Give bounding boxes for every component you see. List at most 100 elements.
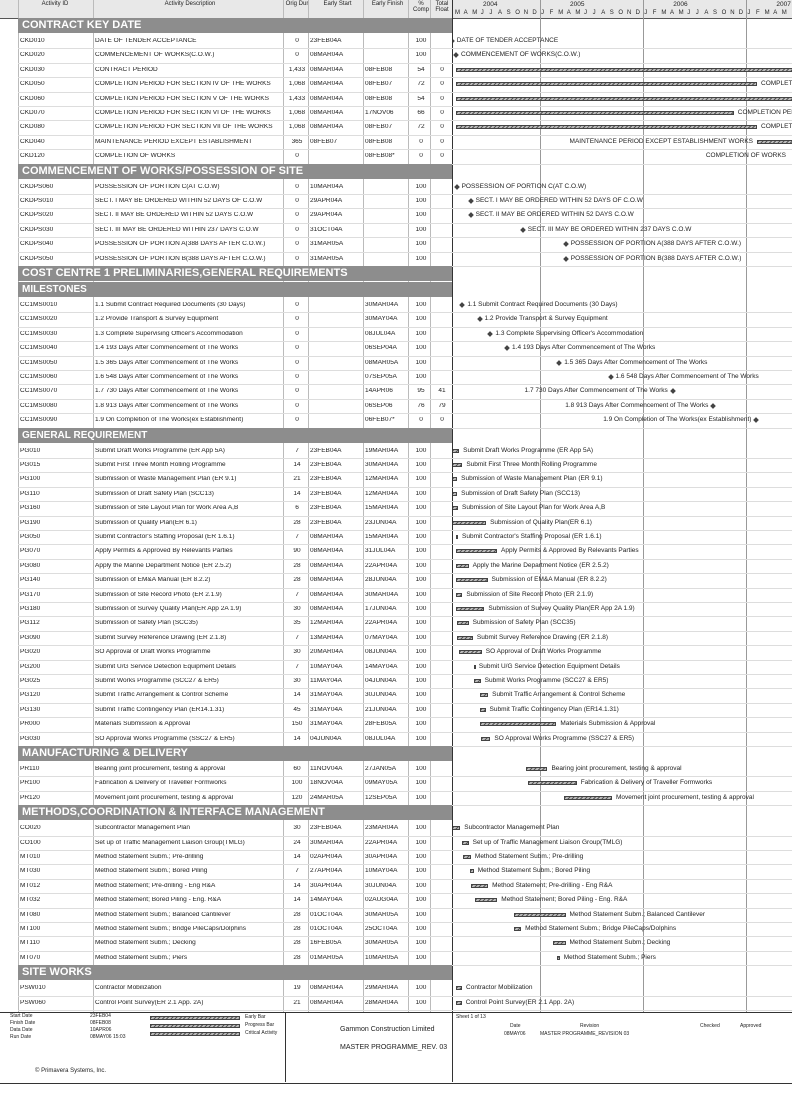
cell-id: CKD010 — [20, 38, 45, 44]
cell-pct: 54 — [417, 66, 425, 73]
cell-description: Method Statement Subm.; Piers — [95, 954, 188, 961]
cell-orig-dur: 0 — [295, 52, 299, 59]
cell-id: CKD080 — [20, 124, 45, 131]
cell-orig-dur: 1,068 — [288, 124, 306, 131]
bar-label: 1.6 548 Days After Commencement of The W… — [615, 373, 759, 380]
footer-date-value: 23FEB04 — [90, 1013, 111, 1019]
bar-label: Submission of Draft Safety Plan (SCC13) — [461, 489, 580, 497]
cell-id: PG050 — [20, 534, 41, 540]
bar-label: Submit U/G Service Detection Equipment D… — [478, 662, 620, 670]
cell-id: CKDPS050 — [20, 255, 54, 262]
cell-id: CKDPS040 — [20, 241, 54, 248]
section-header: METHODS,COORDINATION & INTERFACE MANAGEM… — [18, 805, 452, 821]
cell-early-finish: 28JUN04A — [365, 577, 397, 584]
cell-id: CO100 — [20, 839, 41, 846]
cell-orig-dur: 14 — [293, 692, 301, 699]
cell-description: COMPLETION PERIOD FOR SECTION VI OF THE … — [95, 110, 271, 116]
milestone — [487, 330, 494, 337]
bar-label: Method Statement; Pre-drilling - Eng R&A — [492, 881, 613, 889]
milestone — [453, 52, 459, 59]
row-line — [18, 587, 792, 589]
cell-early-start: 30APR04A — [310, 882, 343, 889]
cell-description: Method Statement; Bored Piling - Eng. R&… — [95, 897, 222, 904]
cell-id: MT010 — [20, 854, 41, 860]
cell-early-finish: 08JUN04A — [365, 649, 397, 656]
section-header: CONTRACT KEY DATE — [18, 18, 452, 33]
cell-early-finish: 23MAR04A — [365, 825, 399, 832]
cell-id: PSW060 — [20, 999, 46, 1006]
cell-description: Submission of Site Record Photo (ER 2.1.… — [95, 591, 222, 598]
cell-pct: 100 — [415, 374, 427, 380]
row-line — [18, 850, 792, 851]
month-label: O — [618, 10, 624, 16]
cell-description: DATE OF TENDER ACCEPTANCE — [95, 38, 197, 44]
cell-pct: 100 — [415, 302, 427, 308]
cell-early-finish: 28MAR04A — [365, 999, 399, 1006]
cell-pct: 100 — [415, 183, 427, 190]
cell-early-start: 18NOV04A — [310, 780, 343, 787]
row-line — [18, 91, 792, 93]
cell-early-finish: 15MAR04A — [365, 534, 399, 540]
cell-id: PSW010 — [20, 985, 46, 992]
cell-description: 1.5 365 Days After Commencement of The W… — [95, 359, 239, 366]
revision-cell: 08MAY06 — [504, 1031, 526, 1037]
bar-label: POSSESSION OF PORTION A(388 DAYS AFTER C… — [570, 240, 742, 248]
bar-label: Submit Traffic Arrangement & Control Sch… — [492, 691, 626, 699]
bar-label: 1.5 365 Days After Commencement of The W… — [564, 358, 708, 366]
cell-orig-dur: 0 — [295, 38, 299, 44]
bar-label: Method Statement Subm.; Piers — [563, 953, 656, 961]
legend-label: Early Bar — [245, 1014, 266, 1020]
footer-date-value: 08MAY06 15:03 — [90, 1034, 126, 1040]
cell-early-finish: 10MAR05A — [365, 954, 399, 961]
cell-pct: 100 — [415, 634, 427, 641]
section-header: SITE WORKS — [18, 965, 452, 981]
cell-orig-dur: 1,068 — [288, 81, 306, 88]
cell-pct: 100 — [415, 606, 427, 612]
cell-early-start: 10MAR04A — [310, 183, 344, 190]
row-line — [18, 878, 792, 880]
cell-description: Submit First Three Month Rolling Program… — [95, 462, 226, 468]
year-line — [540, 0, 541, 1012]
bar-label: 1.7 730 Days After Commencement of The W… — [524, 387, 668, 395]
cell-pct: 100 — [415, 577, 427, 584]
cell-float: 0 — [440, 417, 444, 424]
cell-orig-dur: 0 — [295, 316, 299, 323]
month-label: J — [687, 10, 691, 16]
cell-early-finish: 15MAR04A — [365, 505, 399, 512]
column-header: Total Float — [435, 1, 449, 13]
activity-bar — [470, 883, 489, 888]
cell-orig-dur: 1,433 — [288, 95, 306, 102]
cell-early-start: 08MAR04A — [310, 548, 344, 555]
activity-bar — [474, 898, 498, 903]
activity-bar — [456, 67, 792, 72]
cell-orig-dur: 0 — [295, 388, 299, 395]
cell-orig-dur: 0 — [295, 417, 299, 424]
bar-label: Submission of Waste Management Plan (ER … — [461, 475, 603, 483]
cell-early-finish: 30MAR04A — [365, 462, 399, 468]
cell-id: MT070 — [20, 954, 41, 961]
cell-id: CC1MS0020 — [20, 316, 58, 323]
bar-label: Submit Survey Reference Drawing (ER 2.1.… — [476, 633, 609, 641]
row-line — [18, 907, 792, 909]
legend-label: Progress Bar — [245, 1022, 275, 1028]
activity-bar — [456, 563, 469, 568]
cell-early-start: 01OCT04A — [310, 911, 343, 918]
cell-orig-dur: 0 — [295, 359, 299, 366]
cell-id: PG100 — [20, 476, 41, 483]
month-label: J — [480, 10, 484, 16]
milestone — [562, 255, 569, 262]
cell-description: COMMENCEMENT OF WORKS(C.O.W.) — [95, 52, 215, 59]
cell-orig-dur: 28 — [293, 519, 301, 526]
column-line — [363, 0, 364, 1012]
milestone — [504, 345, 510, 352]
cell-description: Submission of Site Layout Plan for Work … — [95, 505, 239, 512]
activity-bar — [479, 693, 489, 698]
bar-label: 1.4 193 Days After Commencement of The W… — [512, 344, 656, 352]
cell-early-finish: 25OCT04A — [365, 926, 398, 932]
cell-description: COMPLETION PERIOD FOR SECTION V OF THE W… — [95, 95, 269, 102]
cell-description: Control Point Survey(ER 2.1 App. 2A) — [95, 999, 204, 1006]
cell-pct: 100 — [415, 854, 427, 860]
cell-pct: 100 — [415, 330, 427, 337]
cell-pct: 100 — [415, 911, 427, 918]
cell-id: CKD120 — [20, 153, 45, 160]
